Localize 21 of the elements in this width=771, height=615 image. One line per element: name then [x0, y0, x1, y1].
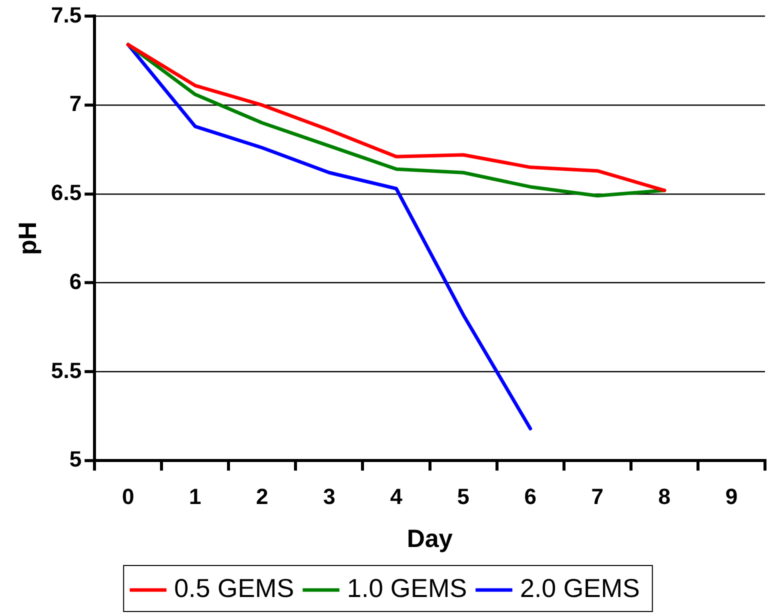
x-tick-label: 7 [591, 484, 604, 509]
x-tick-label: 9 [725, 484, 738, 509]
x-axis-title: Day [406, 524, 453, 553]
x-tick-label: 3 [323, 484, 336, 509]
y-tick-label: 5 [69, 446, 82, 472]
y-tick-label: 6 [69, 268, 82, 294]
legend-label: 2.0 GEMS [520, 573, 640, 604]
x-tick-label: 6 [524, 484, 536, 509]
x-tick-label: 8 [658, 484, 671, 509]
x-tick-label: 5 [457, 484, 470, 509]
y-tick-label: 5.5 [50, 358, 82, 383]
y-tick-label: 7 [69, 91, 82, 116]
x-tick-label: 4 [390, 484, 404, 509]
y-tick-label: 6.5 [50, 180, 82, 206]
y-axis-title: pH [14, 222, 42, 256]
x-tick-label: 0 [122, 484, 134, 509]
y-tick-label: 7.5 [50, 2, 82, 28]
legend-label: 1.0 GEMS [347, 573, 467, 604]
x-tick-label: 2 [256, 484, 268, 509]
x-tick-label: 1 [189, 484, 202, 509]
legend-label: 0.5 GEMS [174, 573, 294, 604]
